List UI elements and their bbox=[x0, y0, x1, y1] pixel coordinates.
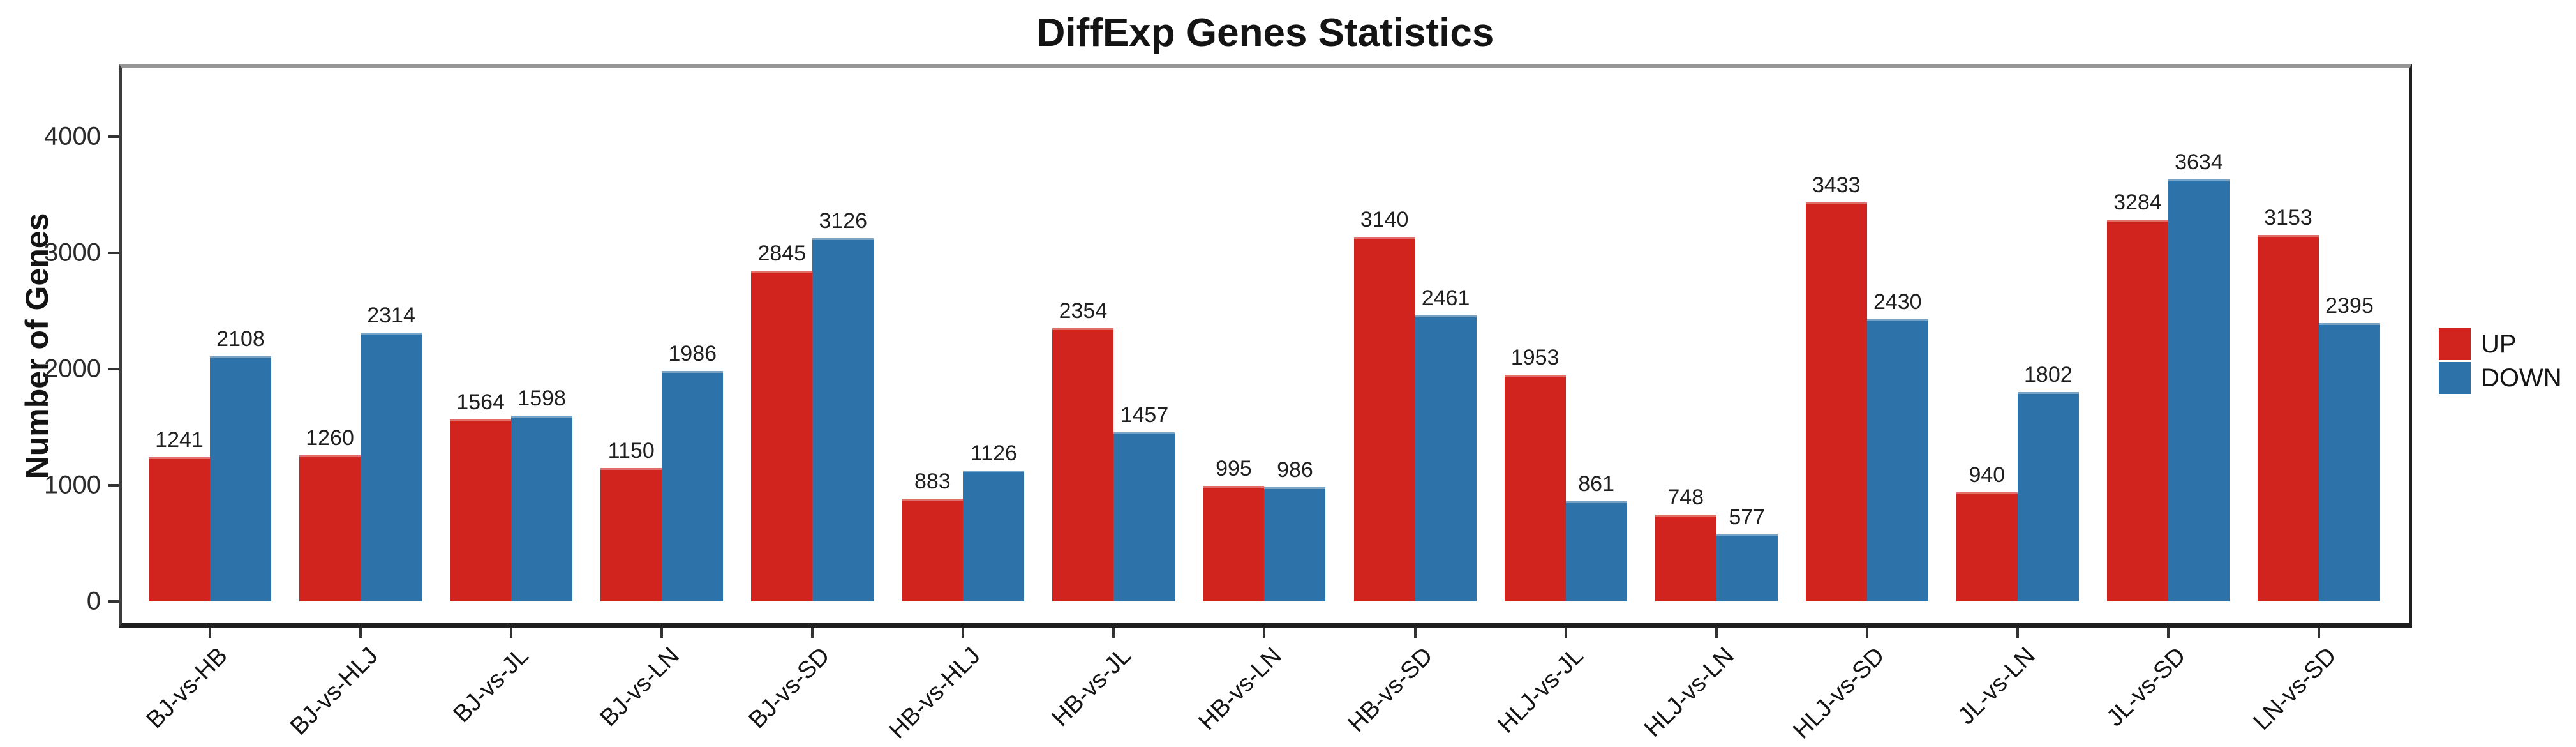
bar-value-label: 2314 bbox=[367, 303, 415, 328]
bar-value-label: 3153 bbox=[2264, 206, 2312, 230]
bar-value-label: 883 bbox=[914, 469, 951, 494]
y-tick-mark bbox=[108, 252, 119, 254]
bar-value-label: 1564 bbox=[456, 390, 505, 415]
bar-down bbox=[511, 416, 573, 601]
y-tick-label: 3000 bbox=[44, 238, 101, 267]
y-tick-label: 0 bbox=[86, 587, 101, 615]
y-tick-mark bbox=[108, 484, 119, 487]
bar-up bbox=[751, 271, 813, 601]
x-tick-mark bbox=[1715, 628, 1718, 638]
bar-value-label: 3634 bbox=[2175, 149, 2223, 174]
bar-up bbox=[2257, 235, 2319, 601]
x-tick-mark bbox=[510, 628, 513, 638]
bar-value-label: 2430 bbox=[1873, 289, 1922, 314]
bar-up bbox=[1353, 236, 1415, 601]
bar-down bbox=[361, 332, 422, 601]
bar-up bbox=[299, 455, 361, 601]
x-tick-mark bbox=[1263, 628, 1266, 638]
bar-value-label: 748 bbox=[1667, 485, 1704, 509]
bar-up bbox=[450, 419, 512, 601]
y-tick-label: 4000 bbox=[44, 122, 101, 151]
bar-down bbox=[1565, 501, 1627, 601]
bar-down bbox=[1264, 487, 1326, 601]
bar-value-label: 1953 bbox=[1510, 345, 1560, 370]
x-tick-mark bbox=[2016, 628, 2019, 638]
bar-value-label: 1986 bbox=[668, 341, 717, 366]
bar-value-label: 1802 bbox=[2024, 363, 2073, 388]
legend-down-swatch-icon bbox=[2439, 362, 2471, 394]
x-tick-mark bbox=[1865, 628, 1868, 638]
bar-down bbox=[1866, 319, 1928, 601]
x-tick-mark bbox=[660, 628, 664, 638]
bar-down bbox=[963, 471, 1025, 601]
bar-down bbox=[210, 356, 271, 601]
bar-up bbox=[1052, 328, 1114, 601]
bar-value-label: 3284 bbox=[2113, 190, 2162, 215]
bar-up bbox=[1203, 485, 1265, 601]
bar-value-label: 1241 bbox=[155, 428, 204, 453]
bar-down bbox=[662, 370, 724, 601]
x-tick-mark bbox=[209, 628, 211, 638]
bar-down bbox=[2318, 323, 2380, 601]
bar-up bbox=[149, 457, 210, 601]
bar-value-label: 3140 bbox=[1360, 207, 1409, 232]
bar-up bbox=[600, 467, 662, 601]
x-tick-label: BJ-vs-HB bbox=[141, 642, 233, 734]
bar-value-label: 1598 bbox=[517, 386, 566, 411]
bar-value-label: 986 bbox=[1277, 457, 1313, 482]
bar-value-label: 995 bbox=[1216, 456, 1252, 481]
x-tick-mark bbox=[2166, 628, 2170, 638]
bar-value-label: 2845 bbox=[757, 241, 807, 266]
bar-down bbox=[2168, 179, 2230, 601]
bar-value-label: 861 bbox=[1578, 472, 1614, 497]
legend-item-down: DOWN bbox=[2439, 362, 2562, 394]
bar-value-label: 2395 bbox=[2325, 294, 2374, 319]
bar-up bbox=[1655, 514, 1716, 601]
chart-title: DiffExp Genes Statistics bbox=[1036, 11, 1494, 55]
legend-up-swatch-icon bbox=[2439, 328, 2471, 360]
bar-value-label: 940 bbox=[1969, 462, 2006, 487]
bar-value-label: 1126 bbox=[970, 441, 1017, 466]
x-tick-mark bbox=[359, 628, 362, 638]
bar-down bbox=[812, 238, 874, 601]
bar-down bbox=[2017, 392, 2079, 601]
bar-up bbox=[1805, 202, 1867, 601]
bar-value-label: 1457 bbox=[1120, 402, 1169, 427]
bar-value-label: 1260 bbox=[306, 425, 354, 450]
bar-up bbox=[1504, 374, 1566, 601]
bar-value-label: 577 bbox=[1729, 504, 1766, 529]
bar-up bbox=[1956, 492, 2018, 601]
bar-value-label: 3433 bbox=[1812, 173, 1861, 198]
y-tick-mark bbox=[108, 600, 119, 603]
bar-up bbox=[902, 499, 964, 601]
bar-up bbox=[2106, 220, 2168, 601]
bar-value-label: 2461 bbox=[1421, 286, 1470, 311]
bar-down bbox=[1415, 315, 1477, 601]
x-tick-mark bbox=[962, 628, 965, 638]
legend-label-down: DOWN bbox=[2481, 363, 2562, 392]
bar-down bbox=[1716, 534, 1778, 601]
y-tick-mark bbox=[108, 368, 119, 370]
y-tick-mark bbox=[108, 135, 119, 138]
bar-value-label: 2354 bbox=[1059, 298, 1108, 323]
x-tick-mark bbox=[1564, 628, 1567, 638]
bar-value-label: 3126 bbox=[819, 209, 868, 234]
x-tick-mark bbox=[2317, 628, 2320, 638]
legend: UP DOWN bbox=[2439, 328, 2562, 396]
y-tick-label: 1000 bbox=[44, 471, 101, 499]
y-tick-label: 2000 bbox=[44, 354, 101, 383]
bar-value-label: 1150 bbox=[607, 438, 655, 463]
x-tick-mark bbox=[1112, 628, 1115, 638]
legend-label-up: UP bbox=[2481, 329, 2517, 358]
bar-value-label: 2108 bbox=[216, 327, 265, 352]
x-tick-mark bbox=[1413, 628, 1417, 638]
x-tick-mark bbox=[811, 628, 814, 638]
legend-item-up: UP bbox=[2439, 328, 2562, 360]
bar-down bbox=[1113, 432, 1175, 601]
